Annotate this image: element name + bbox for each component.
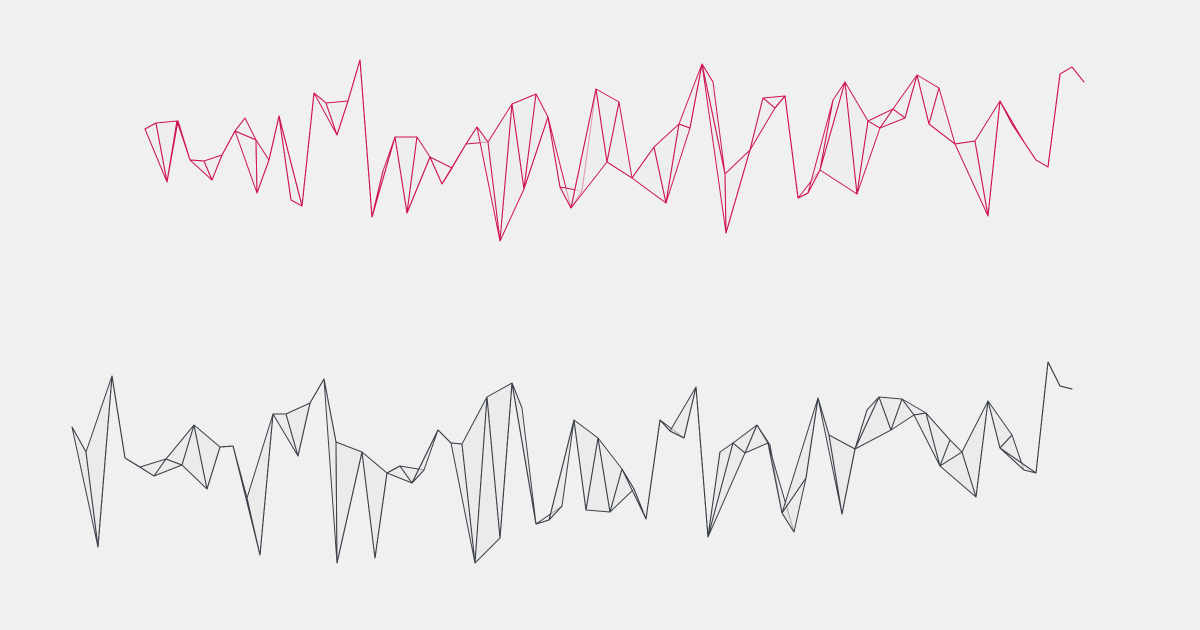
slate-ribbon-facet bbox=[219, 445, 234, 448]
crimson-ribbon-facet bbox=[928, 123, 956, 145]
crimson-ribbon-facet bbox=[336, 100, 349, 136]
slate-ribbon-facet bbox=[206, 446, 221, 490]
crimson-ribbon-facet bbox=[1071, 66, 1085, 83]
slate-ribbon-facet bbox=[1047, 361, 1061, 387]
crimson-ribbon-facet bbox=[221, 130, 236, 156]
crimson-ribbon-facet bbox=[784, 95, 799, 199]
slate-ribbon-facet bbox=[259, 413, 274, 556]
crimson-ribbon-facet bbox=[774, 95, 786, 109]
crimson-ribbon-facet bbox=[987, 100, 1001, 217]
slate-ribbon-facet bbox=[499, 382, 513, 539]
slate-ribbon-facet bbox=[695, 386, 709, 538]
slate-ribbon-facet bbox=[645, 419, 661, 520]
crimson-ribbon-facet bbox=[441, 143, 467, 185]
slate-ribbon-facet bbox=[633, 488, 647, 520]
crimson-ribbon-facet bbox=[371, 136, 396, 218]
crimson-ribbon-facet bbox=[1011, 123, 1037, 161]
slate-ribbon-facet bbox=[437, 429, 452, 444]
slate-ribbon-facet bbox=[374, 472, 388, 559]
slate-ribbon-facet bbox=[111, 375, 126, 459]
slate-ribbon-facet bbox=[975, 400, 989, 498]
crimson-ribbon-facet bbox=[904, 74, 918, 119]
crimson-ribbon-facet bbox=[359, 59, 373, 218]
slate-ribbon-facet bbox=[841, 448, 856, 515]
slate-ribbon bbox=[71, 361, 1073, 564]
crimson-ribbon-facet bbox=[523, 116, 549, 190]
crimson-ribbon bbox=[144, 59, 1085, 242]
crimson-ribbon-facet bbox=[211, 154, 223, 181]
slate-ribbon-facet bbox=[999, 447, 1037, 474]
crimson-ribbon-facet bbox=[1059, 66, 1073, 75]
slate-ribbon-facet bbox=[1035, 361, 1049, 474]
slate-ribbon-facet bbox=[297, 402, 311, 457]
slate-ribbon-facet bbox=[511, 382, 537, 525]
slate-ribbon-facet bbox=[309, 378, 325, 404]
crimson-ribbon-facet bbox=[268, 115, 280, 161]
crimson-ribbon-facet bbox=[347, 59, 361, 102]
slate-ribbon-facet bbox=[683, 386, 697, 439]
crimson-ribbon-facet bbox=[278, 115, 303, 207]
slate-ribbon-facet bbox=[336, 451, 363, 564]
crimson-ribbon-facet bbox=[725, 149, 751, 234]
slate-ribbon-facet bbox=[548, 419, 575, 521]
crimson-ribbon-facet bbox=[177, 120, 191, 161]
slate-ribbon-facet bbox=[1059, 385, 1073, 390]
crimson-ribbon-facet bbox=[1047, 73, 1061, 168]
crimson-ribbon-facet bbox=[606, 161, 633, 179]
crimson-ribbon-facet bbox=[406, 156, 431, 214]
slate-ribbon-facet bbox=[805, 397, 819, 479]
crimson-ribbon-facet bbox=[301, 92, 315, 207]
crimson-ribbon-facet bbox=[256, 159, 270, 194]
crimson-ribbon-facet bbox=[689, 63, 703, 129]
slate-ribbon-facet bbox=[411, 429, 439, 484]
crimson-ribbon-facet bbox=[1035, 159, 1049, 168]
slate-ribbon-facet bbox=[97, 375, 113, 548]
